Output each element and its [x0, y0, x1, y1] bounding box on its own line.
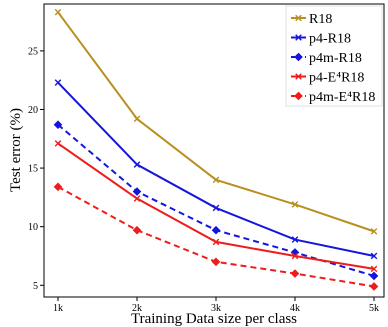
data-point — [53, 120, 63, 130]
data-point — [369, 271, 379, 281]
y-tick-label: 15 — [28, 164, 38, 175]
data-point — [54, 8, 62, 16]
x-tick-label: 1k — [53, 303, 63, 314]
x-axis-label: Training Data size per class — [131, 311, 297, 327]
data-point — [133, 161, 141, 168]
data-point — [212, 204, 220, 212]
data-point — [54, 79, 62, 86]
x-tick-label: 3k — [211, 303, 221, 314]
legend-label: p4-E⁴R18 — [309, 71, 364, 86]
data-point — [370, 252, 378, 260]
legend-marker — [295, 73, 302, 80]
data-point — [291, 236, 299, 243]
series-markers — [53, 8, 379, 291]
axis-ticks: 1k 2k 3k 4k 5k 5 10 15 20 25 — [28, 46, 379, 314]
data-point — [132, 187, 142, 196]
data-point — [133, 115, 141, 123]
data-point — [291, 201, 299, 208]
legend-marker — [295, 34, 302, 41]
y-tick-label: 10 — [28, 222, 38, 233]
data-point — [370, 228, 378, 235]
legend-label: R18 — [309, 12, 332, 27]
y-tick-label: 20 — [28, 105, 38, 116]
data-point — [211, 257, 221, 267]
data-point — [290, 269, 300, 278]
plot-frame — [43, 3, 385, 298]
legend-marker — [295, 14, 302, 22]
data-point — [132, 225, 142, 235]
y-tick-label: 25 — [28, 46, 38, 57]
legend-label: p4-R18 — [309, 32, 351, 47]
data-point — [53, 182, 63, 192]
x-tick-label: 5k — [369, 303, 379, 314]
series-line-2 — [57, 123, 375, 277]
legend-label: p4m-R18 — [309, 51, 362, 66]
legend-marker — [294, 91, 303, 101]
data-point — [54, 140, 62, 147]
y-axis-label: Test error (%) — [8, 108, 24, 192]
data-point — [291, 252, 299, 260]
data-point — [133, 195, 141, 202]
legend: R18 p4-R18 p4m-R18 p4-E⁴R18 p4m-E⁴R18 — [285, 5, 383, 107]
data-point — [211, 225, 221, 235]
legend-marker — [294, 52, 303, 62]
data-point — [369, 282, 379, 291]
data-point — [212, 176, 220, 184]
data-point — [370, 265, 378, 273]
x-tick-label: 2k — [132, 303, 142, 314]
y-tick-label: 5 — [33, 281, 38, 292]
x-tick-label: 4k — [290, 303, 300, 314]
series-line-4 — [57, 185, 375, 288]
series-line-3 — [57, 142, 375, 270]
data-point — [212, 238, 220, 246]
legend-label: p4m-E⁴R18 — [309, 90, 375, 105]
